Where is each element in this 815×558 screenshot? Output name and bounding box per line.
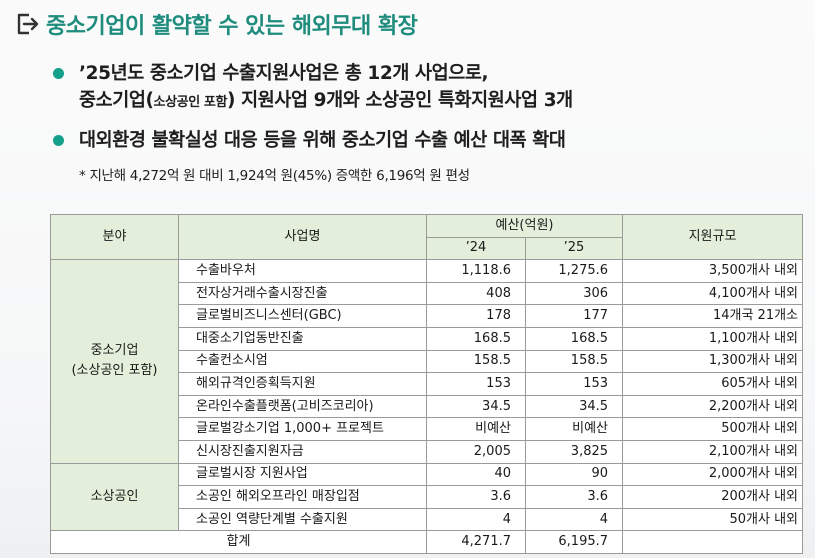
support-scale: 3,500개사 내외 bbox=[622, 259, 804, 283]
project-name: 대중소기업동반진출 bbox=[178, 326, 427, 351]
budget-2025: 4 bbox=[524, 507, 624, 532]
header-field: 분야 bbox=[50, 213, 179, 261]
project-name: 해외규격인증획득지원 bbox=[178, 372, 427, 396]
support-scale: 2,000개사 내외 bbox=[622, 462, 804, 487]
budget-2024: 비예산 bbox=[426, 417, 526, 441]
budget-2025: 90 bbox=[524, 462, 624, 487]
header-2025: ’25 bbox=[524, 236, 624, 261]
budget-2024: 40 bbox=[426, 462, 526, 487]
support-scale: 200개사 내외 bbox=[622, 485, 804, 509]
project-name: 수출바우처 bbox=[178, 259, 427, 283]
header-project: 사업명 bbox=[178, 213, 427, 261]
table-row: 전자상거래수출시장진출 408 306 4,100개사 내외 bbox=[51, 281, 804, 306]
budget-2025: 비예산 bbox=[524, 417, 624, 441]
header-scale: 지원규모 bbox=[622, 213, 804, 261]
budget-2025: 34.5 bbox=[524, 394, 624, 419]
table-row: 해외규격인증획득지원 153 153 605개사 내외 bbox=[51, 372, 804, 396]
budget-2024: 408 bbox=[426, 281, 526, 306]
bullet-dot bbox=[53, 68, 64, 79]
category-cell: 소상공인 bbox=[50, 462, 179, 532]
page-title: 중소기업이 활약할 수 있는 해외무대 확장 bbox=[46, 14, 418, 39]
table-row: 글로벌강소기업 1,000+ 프로젝트 비예산 비예산 500개사 내외 bbox=[51, 417, 804, 441]
total-2025: 6,195.7 bbox=[524, 530, 624, 554]
header-2024: ’24 bbox=[426, 236, 526, 261]
project-name: 전자상거래수출시장진출 bbox=[178, 281, 427, 306]
sign-out-icon bbox=[17, 13, 39, 35]
budget-note: * 지난해 4,272억 원 대비 1,924억 원(45%) 증액한 6,19… bbox=[79, 168, 470, 184]
support-scale: 14개국 21개소 bbox=[622, 304, 804, 328]
header-budget: 예산(억원) bbox=[425, 214, 624, 238]
budget-2025: 153 bbox=[524, 372, 624, 396]
bullet-1: ’25년도 중소기업 수출지원사업은 총 12개 사업으로, 중소기업(소상공인… bbox=[53, 60, 573, 116]
support-scale: 2,100개사 내외 bbox=[622, 439, 804, 464]
table-row: 소공인 해외오프라인 매장입점 3.6 3.6 200개사 내외 bbox=[51, 485, 804, 509]
title-row: 중소기업이 활약할 수 있는 해외무대 확장 bbox=[14, 8, 418, 40]
budget-2024: 178 bbox=[426, 304, 526, 328]
bullet-dot bbox=[53, 135, 64, 146]
total-2024: 4,271.7 bbox=[426, 530, 526, 554]
budget-2024: 34.5 bbox=[426, 394, 526, 419]
support-scale: 50개사 내외 bbox=[622, 507, 804, 532]
support-scale: 605개사 내외 bbox=[622, 372, 804, 396]
table-row: 신시장진출지원자금 2,005 3,825 2,100개사 내외 bbox=[51, 439, 804, 464]
bullet-1-line1: ’25년도 중소기업 수출지원사업은 총 12개 사업으로, bbox=[79, 63, 489, 84]
budget-2024: 153 bbox=[426, 372, 526, 396]
support-scale: 2,200개사 내외 bbox=[622, 394, 804, 419]
total-scale bbox=[622, 530, 804, 554]
total-row: 합계 4,271.7 6,195.7 bbox=[50, 530, 804, 554]
table-row: 수출컨소시엄 158.5 158.5 1,300개사 내외 bbox=[51, 349, 804, 374]
project-name: 글로벌강소기업 1,000+ 프로젝트 bbox=[178, 417, 427, 441]
budget-2024: 2,005 bbox=[426, 439, 526, 464]
table-row: 소상공인 글로벌시장 지원사업 40 90 2,000개사 내외 bbox=[50, 462, 804, 532]
budget-2025: 158.5 bbox=[524, 349, 624, 374]
budget-2024: 158.5 bbox=[426, 349, 526, 374]
project-name: 소공인 해외오프라인 매장입점 bbox=[178, 485, 427, 509]
table-row: 온라인수출플랫폼(고비즈코리아) 34.5 34.5 2,200개사 내외 bbox=[51, 394, 804, 419]
project-name: 소공인 역량단계별 수출지원 bbox=[178, 507, 427, 532]
project-name: 온라인수출플랫폼(고비즈코리아) bbox=[178, 394, 427, 419]
table-row: 대중소기업동반진출 168.5 168.5 1,100개사 내외 bbox=[51, 326, 804, 351]
table-body: 중소기업 (소상공인 포함) 수출바우처 1,118.6 1,275.6 3,500개사 … bbox=[50, 259, 804, 554]
project-name: 수출컨소시엄 bbox=[178, 349, 427, 374]
budget-2025: 168.5 bbox=[524, 326, 624, 351]
bullet-2: 대외환경 불확실성 대응 등을 위해 중소기업 수출 예산 대폭 확대 bbox=[53, 127, 566, 154]
project-name: 글로벌시장 지원사업 bbox=[178, 462, 427, 487]
budget-2025: 3.6 bbox=[524, 485, 624, 509]
budget-2025: 1,275.6 bbox=[524, 259, 624, 283]
budget-2024: 168.5 bbox=[426, 326, 526, 351]
support-scale: 1,300개사 내외 bbox=[622, 349, 804, 374]
table-row: 중소기업 (소상공인 포함) 수출바우처 1,118.6 1,275.6 3,500개사 … bbox=[50, 259, 804, 464]
project-name: 글로벌비즈니스센터(GBC) bbox=[178, 304, 427, 328]
budget-2024: 3.6 bbox=[426, 485, 526, 509]
support-scale: 4,100개사 내외 bbox=[622, 281, 804, 306]
bullet-1-line2: 중소기업(소상공인 포함) 지원사업 9개와 소상공인 특화지원사업 3개 bbox=[79, 90, 573, 111]
budget-2025: 3,825 bbox=[524, 439, 624, 464]
budget-2025: 177 bbox=[524, 304, 624, 328]
bullet-2-text: 대외환경 불확실성 대응 등을 위해 중소기업 수출 예산 대폭 확대 bbox=[79, 130, 566, 151]
budget-table: 분야 사업명 예산(억원) 지원규모 ’24 ’25 중소기업 (소상공인 포함)… bbox=[50, 213, 804, 554]
budget-2024: 4 bbox=[426, 507, 526, 532]
project-name: 신시장진출지원자금 bbox=[178, 439, 427, 464]
support-scale: 1,100개사 내외 bbox=[622, 326, 804, 351]
total-label: 합계 bbox=[50, 530, 427, 554]
budget-2025: 306 bbox=[524, 281, 624, 306]
support-scale: 500개사 내외 bbox=[622, 417, 804, 441]
category-cell: 중소기업 (소상공인 포함) bbox=[50, 259, 179, 464]
budget-2024: 1,118.6 bbox=[426, 259, 526, 283]
